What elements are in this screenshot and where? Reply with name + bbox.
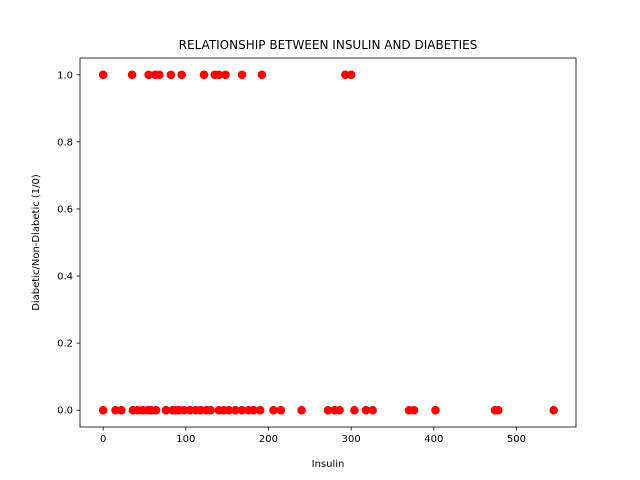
data-point bbox=[166, 70, 176, 80]
data-point bbox=[368, 405, 377, 415]
data-point bbox=[224, 405, 234, 415]
y-tick-label: 1.0 bbox=[57, 70, 73, 81]
y-tick-label: 0.4 bbox=[57, 272, 73, 283]
chart-title: RELATIONSHIP BETWEEN INSULIN AND DIABETI… bbox=[179, 38, 478, 52]
data-point bbox=[276, 405, 286, 415]
data-point bbox=[199, 70, 209, 80]
x-tick-label: 500 bbox=[507, 434, 526, 445]
data-point bbox=[155, 70, 164, 80]
axes-frame bbox=[79, 57, 577, 428]
x-axis-label: Insulin bbox=[312, 459, 345, 470]
x-axis-ticks: 0 100 200 300 400 500 bbox=[100, 427, 526, 445]
data-point bbox=[493, 405, 503, 415]
data-point bbox=[237, 405, 247, 415]
data-point bbox=[350, 405, 359, 415]
data-point bbox=[214, 70, 224, 80]
data-point bbox=[346, 70, 356, 80]
data-point bbox=[249, 405, 258, 415]
data-point bbox=[231, 405, 240, 415]
x-tick-label: 300 bbox=[342, 434, 361, 445]
points-layer bbox=[98, 70, 558, 415]
data-point bbox=[335, 405, 344, 415]
data-point bbox=[323, 405, 333, 415]
y-tick-label: 0.8 bbox=[57, 137, 73, 148]
y-axis-label: Diabetic/Non-Diabetic (1/0) bbox=[31, 174, 42, 311]
data-point bbox=[206, 405, 215, 415]
data-point bbox=[117, 405, 126, 415]
x-tick-label: 100 bbox=[176, 434, 195, 445]
data-point bbox=[98, 70, 108, 80]
data-point bbox=[297, 405, 306, 415]
data-point bbox=[361, 405, 371, 415]
x-tick-label: 400 bbox=[424, 434, 443, 445]
data-point bbox=[161, 405, 171, 415]
data-point bbox=[237, 70, 247, 80]
data-point bbox=[257, 70, 267, 80]
x-tick-label: 0 bbox=[100, 434, 106, 445]
y-axis-ticks: 0.0 0.2 0.4 0.6 0.8 1.0 bbox=[57, 70, 80, 417]
data-point bbox=[144, 70, 153, 80]
y-tick-label: 0.0 bbox=[57, 406, 73, 417]
y-tick-label: 0.6 bbox=[57, 204, 73, 215]
data-point bbox=[409, 405, 419, 415]
data-point bbox=[221, 70, 230, 80]
data-point bbox=[269, 405, 278, 415]
y-tick-label: 0.2 bbox=[57, 339, 73, 350]
data-point bbox=[98, 405, 108, 415]
x-tick-label: 200 bbox=[259, 434, 278, 445]
data-point bbox=[177, 70, 186, 80]
data-point bbox=[431, 405, 440, 415]
data-point bbox=[255, 405, 265, 415]
data-point bbox=[549, 405, 558, 415]
data-point bbox=[151, 405, 161, 415]
data-point bbox=[127, 70, 137, 80]
